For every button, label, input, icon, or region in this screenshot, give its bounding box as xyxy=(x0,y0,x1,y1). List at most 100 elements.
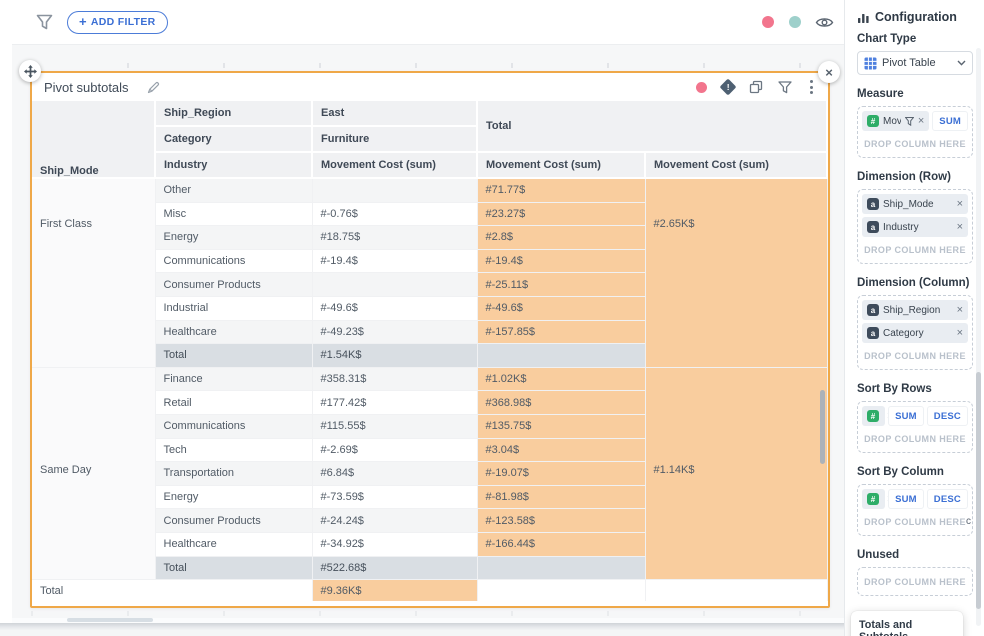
sort-order-button[interactable]: DESC xyxy=(927,406,968,426)
table-vertical-scrollbar[interactable] xyxy=(820,390,825,464)
industry-cell[interactable]: Transportation xyxy=(155,462,312,486)
remove-chip-icon[interactable]: × xyxy=(957,305,963,316)
grand-total-value[interactable]: #9.36K$ xyxy=(312,580,477,602)
chart-type-select[interactable]: Pivot Table xyxy=(857,51,973,75)
total-value-cell[interactable]: #-25.11$ xyxy=(477,273,645,297)
row-dim-header[interactable]: Ship_Region xyxy=(155,101,312,126)
col-value-header[interactable]: Furniture xyxy=(312,126,477,152)
total-value-cell[interactable]: #-166.44$ xyxy=(477,532,645,556)
industry-cell[interactable]: Finance xyxy=(155,367,312,391)
east-value-cell[interactable]: #177.42$ xyxy=(312,391,477,415)
industry-cell[interactable]: Retail xyxy=(155,391,312,415)
industry-cell[interactable]: Energy xyxy=(155,226,312,250)
grand-total-label[interactable]: Total xyxy=(32,580,312,602)
subtotal-label-cell[interactable]: Total xyxy=(155,344,312,368)
move-handle[interactable] xyxy=(19,60,41,82)
grand-total-empty[interactable] xyxy=(477,580,645,602)
preview-eye-icon[interactable] xyxy=(815,16,834,29)
east-value-cell[interactable] xyxy=(312,273,477,297)
teal-status-dot[interactable] xyxy=(789,16,801,28)
dimension-chip[interactable]: a Category × xyxy=(862,323,968,343)
dimension-chip[interactable]: a Industry × xyxy=(862,217,968,237)
industry-cell[interactable]: Misc xyxy=(155,202,312,226)
sort-chip[interactable]: # Move × xyxy=(862,406,885,426)
aggregation-button[interactable]: SUM xyxy=(888,406,924,426)
drop-column-zone[interactable]: DROP COLUMN HERE xyxy=(862,240,968,259)
more-options-icon[interactable] xyxy=(807,79,816,95)
chip-filter-icon[interactable] xyxy=(905,117,914,126)
east-value-cell[interactable]: #-0.76$ xyxy=(312,202,477,226)
total-value-cell[interactable]: #3.04$ xyxy=(477,438,645,462)
add-filter-button[interactable]: + ADD FILTER xyxy=(67,11,168,34)
east-value-cell[interactable]: #358.31$ xyxy=(312,367,477,391)
total-value-cell[interactable]: #-19.4$ xyxy=(477,249,645,273)
industry-cell[interactable]: Other xyxy=(155,178,312,202)
dimension-chip[interactable]: a Ship_Mode × xyxy=(862,194,968,214)
measure-header[interactable]: Movement Cost (sum) xyxy=(477,152,645,178)
total-value-cell[interactable]: #-19.07$ xyxy=(477,462,645,486)
subtotal-value-cell[interactable] xyxy=(477,344,645,368)
alert-diamond-icon[interactable]: ! xyxy=(720,79,737,96)
pink-status-dot[interactable] xyxy=(762,16,774,28)
east-value-cell[interactable] xyxy=(312,178,477,202)
drop-column-zone[interactable]: DROP COLUMN HERE xyxy=(862,572,968,591)
subtotal-value-cell[interactable]: #522.68$ xyxy=(312,556,477,580)
total-value-cell[interactable]: #1.02K$ xyxy=(477,367,645,391)
widget-filter-icon[interactable] xyxy=(778,81,792,94)
east-value-cell[interactable]: #18.75$ xyxy=(312,226,477,250)
filter-icon[interactable] xyxy=(36,14,53,31)
east-value-cell[interactable]: #-49.23$ xyxy=(312,320,477,344)
industry-cell[interactable]: Communications xyxy=(155,249,312,273)
industry-cell[interactable]: Communications xyxy=(155,414,312,438)
east-value-cell[interactable]: #-73.59$ xyxy=(312,485,477,509)
close-widget-icon[interactable]: × xyxy=(818,61,840,83)
remove-chip-icon[interactable]: × xyxy=(957,222,963,233)
drop-column-zone[interactable]: DROP COLUMN HERE xyxy=(862,346,968,365)
drop-column-zone[interactable]: DROP COLUMN HERE xyxy=(862,512,968,531)
measure-header[interactable]: Movement Cost (sum) xyxy=(312,152,477,178)
east-value-cell[interactable]: #115.55$ xyxy=(312,414,477,438)
subtotal-label-cell[interactable]: Total xyxy=(155,556,312,580)
subtotal-value-cell[interactable] xyxy=(477,556,645,580)
subtotal-value-cell[interactable]: #1.54K$ xyxy=(312,344,477,368)
industry-cell[interactable]: Energy xyxy=(155,485,312,509)
industry-cell[interactable]: Industrial xyxy=(155,296,312,320)
industry-cell[interactable]: Healthcare xyxy=(155,320,312,344)
remove-chip-icon[interactable]: × xyxy=(918,116,924,127)
sort-chip[interactable]: # Move × xyxy=(862,489,885,509)
industry-cell[interactable]: Consumer Products xyxy=(155,509,312,533)
sort-order-button[interactable]: DESC xyxy=(927,489,968,509)
dimension-chip[interactable]: a Ship_Region × xyxy=(862,300,968,320)
east-value-cell[interactable]: #-2.69$ xyxy=(312,438,477,462)
row-dim-header[interactable]: Industry xyxy=(155,152,312,178)
total-value-cell[interactable]: #-123.58$ xyxy=(477,509,645,533)
east-value-cell[interactable]: #6.84$ xyxy=(312,462,477,486)
total-value-cell[interactable]: #135.75$ xyxy=(477,414,645,438)
east-value-cell[interactable]: #-34.92$ xyxy=(312,532,477,556)
row-group-label[interactable]: Same Day xyxy=(32,367,155,579)
total-value-cell[interactable]: #71.77$ xyxy=(477,178,645,202)
east-value-cell[interactable]: #-19.4$ xyxy=(312,249,477,273)
horizontal-scrollbar-thumb[interactable] xyxy=(67,618,153,622)
total-value-cell[interactable]: #2.8$ xyxy=(477,226,645,250)
aggregation-button[interactable]: SUM xyxy=(888,489,924,509)
copy-icon[interactable] xyxy=(749,80,763,94)
row-group-total-cell[interactable]: #2.65K$ xyxy=(645,178,827,367)
industry-cell[interactable]: Healthcare xyxy=(155,532,312,556)
config-scrollbar-thumb[interactable] xyxy=(976,372,981,609)
drop-column-zone[interactable]: DROP COLUMN HERE xyxy=(862,134,968,153)
east-value-cell[interactable]: #-24.24$ xyxy=(312,509,477,533)
industry-cell[interactable]: Tech xyxy=(155,438,312,462)
total-value-cell[interactable]: #23.27$ xyxy=(477,202,645,226)
total-value-cell[interactable]: #-49.6$ xyxy=(477,296,645,320)
row-dim-header[interactable]: Category xyxy=(155,126,312,152)
corner-header[interactable]: Ship_Mode xyxy=(32,101,155,178)
aggregation-button[interactable]: SUM xyxy=(932,111,968,131)
edit-title-icon[interactable] xyxy=(147,81,160,94)
total-col-header[interactable]: Total xyxy=(477,101,827,152)
row-group-label[interactable]: First Class xyxy=(32,178,155,367)
total-value-cell[interactable]: #-157.85$ xyxy=(477,320,645,344)
remove-chip-icon[interactable]: × xyxy=(957,199,963,210)
grand-total-empty[interactable] xyxy=(645,580,827,602)
drop-column-zone[interactable]: DROP COLUMN HERE xyxy=(862,429,968,448)
